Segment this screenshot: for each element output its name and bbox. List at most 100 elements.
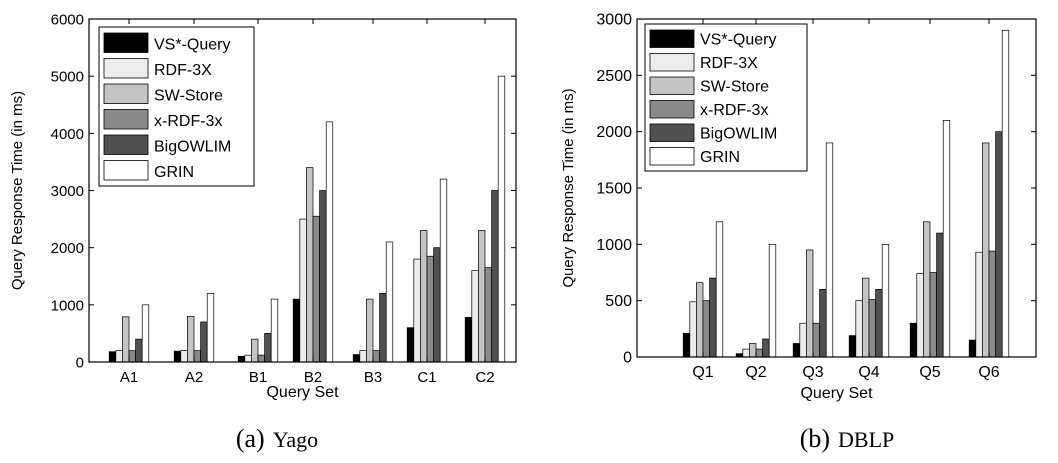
legend-swatch xyxy=(103,32,149,53)
bar-q6-sw-store xyxy=(982,142,990,358)
legend: VS*-Query RDF-3X SW-Store x-RDF-3x BigOWLIM G… xyxy=(644,23,808,172)
y-tick-label: 0 xyxy=(623,350,632,367)
bar-q3-bigowlim xyxy=(819,289,827,358)
bar-b2-vs-query xyxy=(292,298,301,363)
bar-q3-vs-query xyxy=(792,343,801,358)
y-tick-label: 4000 xyxy=(51,126,84,143)
bar-q2-grin xyxy=(768,243,777,358)
bar-b2-x-rdf-3x xyxy=(312,215,320,363)
bar-q3-grin xyxy=(825,142,834,358)
legend-label: BigOWLIM xyxy=(154,139,231,156)
bar-q5-x-rdf-3x xyxy=(929,272,937,358)
legend-label: SW-Store xyxy=(154,88,223,105)
bar-q1-grin xyxy=(715,221,724,358)
bar-q2-rdf-3x xyxy=(742,348,750,358)
bar-b3-vs-query xyxy=(352,354,361,363)
x-tick-label: B2 xyxy=(304,369,322,386)
bar-c1-grin xyxy=(439,178,448,363)
bar-b3-grin xyxy=(385,241,394,363)
x-tick-label: B3 xyxy=(364,369,382,386)
chart-dblp: 0 500 1000 1500 2000 2500 3000 Q1 Q2 Q3 Q4 Q5 Q6 Quer… xyxy=(560,12,1037,453)
bar-b1-rdf-3x xyxy=(244,354,252,363)
bar-q1-vs-query xyxy=(682,332,691,358)
y-tick-label: 3000 xyxy=(51,183,84,200)
legend: VS*-Query RDF-3X SW-Store x-RDF-3x BigOWLIM G… xyxy=(98,26,255,187)
x-tick-label: Q6 xyxy=(978,364,999,381)
bar-c1-vs-query xyxy=(406,327,415,363)
bar-a2-x-rdf-3x xyxy=(193,350,201,363)
legend-box xyxy=(644,23,808,172)
bar-q6-grin xyxy=(1001,29,1010,358)
chart-yago: 0 1000 2000 3000 4000 5000 6000 A1 A2 B1 B2 B3 C1 C2 Q… xyxy=(9,12,517,453)
x-tick-label: Q5 xyxy=(919,364,940,381)
x-tick-label: C2 xyxy=(475,369,494,386)
bar-b3-sw-store xyxy=(366,298,374,363)
x-tick-label: C1 xyxy=(417,369,436,386)
bar-a2-grin xyxy=(206,293,215,363)
y-tick-label: 500 xyxy=(605,293,632,310)
bar-a2-vs-query xyxy=(173,350,182,363)
bar-q6-x-rdf-3x xyxy=(988,250,996,358)
bar-a1-grin xyxy=(141,304,150,363)
panel-label: (a) xyxy=(236,424,265,453)
x-tick-label: Q2 xyxy=(745,364,766,381)
y-tick-label: 5000 xyxy=(51,69,84,86)
bar-q5-vs-query xyxy=(909,322,918,358)
bar-q1-x-rdf-3x xyxy=(702,300,710,358)
bar-q4-bigowlim xyxy=(875,289,883,358)
bar-c1-sw-store xyxy=(420,230,428,363)
bar-q6-bigowlim xyxy=(995,131,1003,358)
legend-swatch xyxy=(649,53,695,72)
bar-b3-rdf-3x xyxy=(359,350,367,363)
legend-swatch xyxy=(103,83,149,104)
legend-swatch xyxy=(649,76,695,95)
x-tick-label: Q3 xyxy=(802,364,823,381)
bar-q2-bigowlim xyxy=(762,338,770,358)
y-tick-label: 2000 xyxy=(51,240,84,257)
bar-c1-x-rdf-3x xyxy=(426,255,434,363)
legend-label: RDF-3X xyxy=(154,62,212,79)
bar-b2-grin xyxy=(325,121,334,363)
legend-label: RDF-3X xyxy=(700,55,758,72)
legend-swatch xyxy=(649,100,695,119)
bar-a2-bigowlim xyxy=(200,321,208,363)
panel-name: Yago xyxy=(273,427,318,452)
bar-q4-rdf-3x xyxy=(855,300,863,358)
bar-q5-sw-store xyxy=(923,221,931,358)
legend-label: x-RDF-3x xyxy=(700,102,768,119)
legend-label: BigOWLIM xyxy=(700,126,777,143)
bar-q4-grin xyxy=(881,243,890,358)
x-axis-label: Query Set xyxy=(800,385,873,402)
x-tick-label: Q4 xyxy=(858,364,879,381)
bar-q5-grin xyxy=(942,120,951,358)
bar-c2-rdf-3x xyxy=(471,270,479,363)
bar-a1-sw-store xyxy=(122,316,130,363)
bar-q6-rdf-3x xyxy=(975,251,983,358)
y-tick-label: 1500 xyxy=(596,181,632,198)
y-axis-label: Query Response Time (in ms) xyxy=(9,91,26,290)
bar-a2-rdf-3x xyxy=(180,350,188,363)
panel-caption: (a) Yago xyxy=(236,424,318,453)
panel-caption: (b) DBLP xyxy=(800,424,895,453)
legend-label: GRIN xyxy=(700,149,740,166)
bar-c2-x-rdf-3x xyxy=(484,267,492,363)
x-tick-label: B1 xyxy=(249,369,267,386)
y-tick-label: 2000 xyxy=(596,124,632,141)
bar-b1-vs-query xyxy=(237,355,246,363)
bar-b1-grin xyxy=(270,298,279,363)
bar-a1-bigowlim xyxy=(135,338,143,363)
bar-c2-vs-query xyxy=(464,317,473,363)
bar-q5-rdf-3x xyxy=(916,273,924,358)
legend-label: x-RDF-3x xyxy=(154,113,222,130)
legend-box xyxy=(98,26,255,187)
bar-a1-vs-query xyxy=(108,351,117,363)
bar-b3-bigowlim xyxy=(379,293,387,363)
bar-q3-x-rdf-3x xyxy=(812,322,820,358)
x-tick-label: A2 xyxy=(185,369,203,386)
y-tick-label: 0 xyxy=(76,355,84,372)
bar-q2-sw-store xyxy=(749,343,757,358)
legend-swatch xyxy=(649,147,695,166)
bar-q3-rdf-3x xyxy=(799,322,807,358)
bar-b1-x-rdf-3x xyxy=(257,354,265,363)
